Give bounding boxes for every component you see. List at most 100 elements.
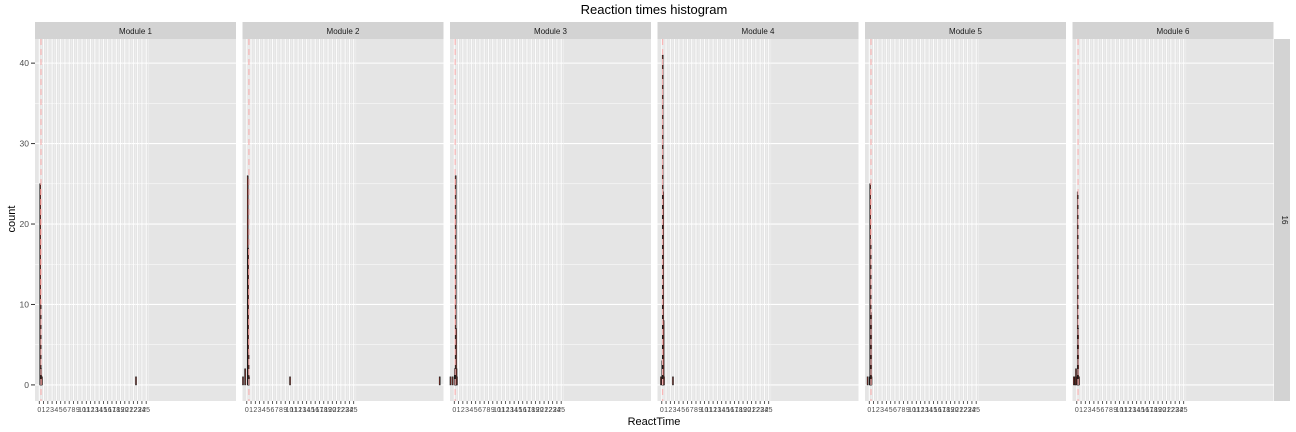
- x-tick-label: 19: [324, 407, 332, 414]
- facet-strip-label: Module 6: [1157, 27, 1190, 36]
- x-tick-label: 4: [54, 407, 58, 414]
- x-tick-label: 18: [942, 407, 950, 414]
- x-tick-label: 2: [1083, 407, 1087, 414]
- x-tick-label: 4: [1092, 407, 1096, 414]
- x-tick-label: 13: [1128, 407, 1136, 414]
- x-tick-label: 2: [461, 407, 465, 414]
- x-tick-label: 24: [968, 407, 976, 414]
- x-tick-label: 7: [275, 407, 279, 414]
- x-tick-label: 13: [298, 407, 306, 414]
- x-tick-label: 24: [1176, 407, 1184, 414]
- x-tick-label: 3: [880, 407, 884, 414]
- histogram-bar: [135, 376, 137, 386]
- x-tick-label: 23: [964, 407, 972, 414]
- x-tick-label: 25: [765, 407, 773, 414]
- x-tick-label: 11: [1120, 407, 1127, 414]
- x-tick-label: 12: [709, 407, 717, 414]
- x-tick-label: 0: [37, 407, 41, 414]
- x-tick-label: 1: [1079, 407, 1083, 414]
- x-tick-label: 25: [1180, 407, 1188, 414]
- x-tick-label: 17: [1146, 407, 1154, 414]
- x-tick-label: 10: [78, 407, 86, 414]
- x-tick-label: 23: [549, 407, 557, 414]
- x-tick-label: 14: [95, 407, 103, 414]
- x-tick-label: 19: [532, 407, 540, 414]
- x-tick-label: 8: [902, 407, 906, 414]
- x-tick-label: 17: [316, 407, 324, 414]
- x-tick-label: 23: [134, 407, 142, 414]
- x-tick-label: 9: [76, 407, 80, 414]
- x-tick-label: 14: [718, 407, 726, 414]
- y-tick-label: 0: [24, 380, 29, 390]
- x-tick-label: 14: [510, 407, 518, 414]
- x-tick-label: 22: [959, 407, 967, 414]
- x-tick-label: 19: [947, 407, 955, 414]
- x-tick-label: 2: [253, 407, 257, 414]
- x-tick-label: 11: [83, 407, 90, 414]
- x-tick-label: 15: [307, 407, 315, 414]
- x-tick-label: 22: [1167, 407, 1175, 414]
- x-tick-label: 16: [519, 407, 527, 414]
- facet-strip: [35, 22, 236, 39]
- facet-strip-label: Module 5: [949, 27, 982, 36]
- x-tick-label: 4: [677, 407, 681, 414]
- x-tick-label: 3: [673, 407, 677, 414]
- x-tick-label: 7: [690, 407, 694, 414]
- x-tick-label: 1: [664, 407, 668, 414]
- y-tick-label: 30: [20, 139, 30, 149]
- x-tick-label: 15: [930, 407, 938, 414]
- x-tick-label: 14: [303, 407, 311, 414]
- x-tick-label: 20: [121, 407, 129, 414]
- x-tick-label: 15: [100, 407, 108, 414]
- x-tick-label: 24: [138, 407, 146, 414]
- x-tick-label: 8: [694, 407, 698, 414]
- x-tick-label: 18: [1150, 407, 1158, 414]
- x-tick-label: 17: [108, 407, 116, 414]
- histogram-bar: [438, 376, 441, 386]
- x-tick-label: 22: [544, 407, 552, 414]
- x-tick-label: 6: [478, 407, 482, 414]
- x-tick-label: 5: [889, 407, 893, 414]
- histogram-bar: [244, 368, 246, 386]
- x-tick-label: 22: [129, 407, 137, 414]
- x-tick-label: 20: [536, 407, 544, 414]
- x-tick-label: 1: [42, 407, 46, 414]
- x-tick-label: 23: [756, 407, 764, 414]
- x-tick-label: 24: [761, 407, 769, 414]
- x-tick-label: 1: [249, 407, 253, 414]
- histogram-bar: [456, 376, 458, 386]
- x-tick-label: 25: [557, 407, 565, 414]
- facet-strip-label: Module 3: [534, 27, 567, 36]
- x-tick-label: 19: [739, 407, 747, 414]
- x-tick-label: 10: [1116, 407, 1124, 414]
- x-tick-label: 25: [972, 407, 980, 414]
- x-tick-label: 7: [482, 407, 486, 414]
- facet-panel: Module 40 1 2 3 4 5 6 7 8 91011121314151617181920…: [657, 22, 859, 414]
- x-tick-label: 22: [752, 407, 760, 414]
- x-tick-label: 21: [540, 407, 548, 414]
- x-tick-label: 12: [1124, 407, 1132, 414]
- y-tick-label: 20: [20, 219, 30, 229]
- x-tick-label: 10: [493, 407, 501, 414]
- x-tick-label: 6: [1100, 407, 1104, 414]
- x-tick-label: 15: [1137, 407, 1145, 414]
- x-tick-label: 3: [1088, 407, 1092, 414]
- x-tick-label: 19: [1154, 407, 1162, 414]
- x-tick-label: 4: [262, 407, 266, 414]
- facet-panel: Module 10 1 2 3 4 5 6 7 8 91011121314151617181920…: [35, 22, 236, 414]
- x-tick-label: 21: [748, 407, 756, 414]
- histogram-bar: [449, 376, 452, 386]
- x-tick-label: 6: [685, 407, 689, 414]
- x-tick-label: 16: [1141, 407, 1149, 414]
- x-tick-label: 0: [1075, 407, 1079, 414]
- facet-strip: [1072, 22, 1274, 39]
- x-tick-label: 5: [1096, 407, 1100, 414]
- x-tick-label: 4: [469, 407, 473, 414]
- y-axis-title: count: [6, 206, 18, 233]
- x-tick-label: 0: [867, 407, 871, 414]
- x-tick-label: 1: [457, 407, 461, 414]
- x-tick-label: 14: [1133, 407, 1141, 414]
- x-tick-label: 12: [294, 407, 302, 414]
- x-tick-label: 10: [908, 407, 916, 414]
- x-tick-label: 5: [266, 407, 270, 414]
